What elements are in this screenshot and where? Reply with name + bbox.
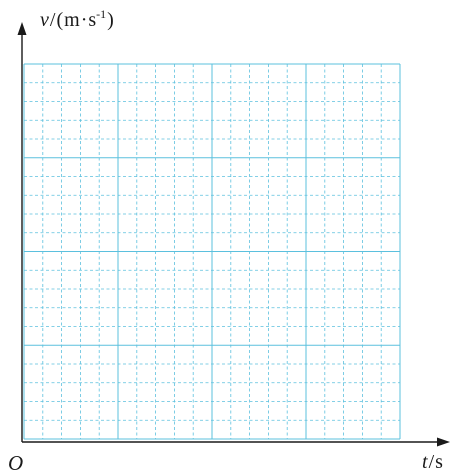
y-axis-arrow-icon [18, 22, 27, 35]
x-axis-label: t/s [422, 451, 443, 473]
x-axis-quantity: t [422, 451, 428, 473]
x-axis-arrow-icon [437, 438, 450, 447]
y-axis-separator: / [50, 9, 56, 31]
y-axis-quantity: v [40, 9, 49, 31]
y-axis-unit-exponent: -1 [96, 7, 106, 21]
y-axis-unit-dot: · [81, 9, 88, 31]
y-axis-unit-m: m [64, 9, 80, 31]
y-axis-unit-close: ) [107, 9, 114, 31]
x-axis-separator: / [429, 451, 435, 473]
y-axis-unit-open: ( [56, 9, 63, 31]
y-axis-label: v/(m·s-1) [40, 7, 114, 31]
x-axis-unit: s [435, 451, 443, 473]
grid-paper [24, 64, 400, 439]
y-axis-unit-s: s [88, 9, 96, 31]
origin-label: O [8, 451, 23, 473]
